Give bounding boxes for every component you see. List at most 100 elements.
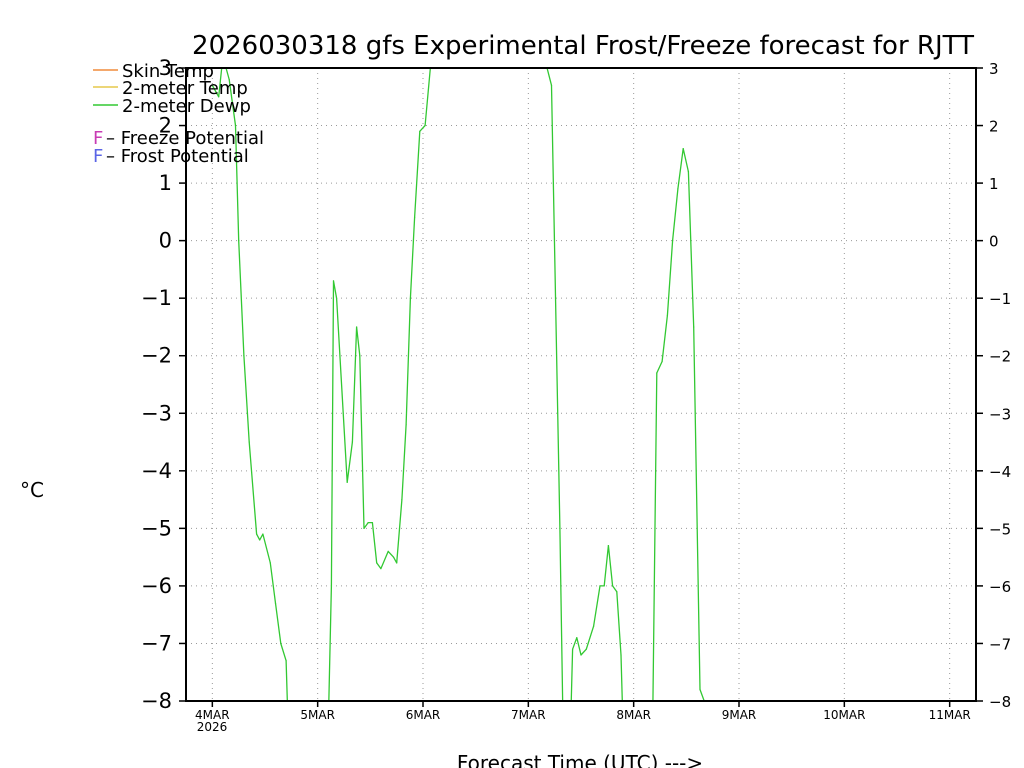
- dewpoint-point: [359, 355, 361, 357]
- y-tick-label-right: 3: [989, 60, 999, 78]
- x-axis-label: Forecast Time (UTC) --->: [457, 751, 703, 768]
- dewpoint-point: [666, 314, 669, 316]
- y-tick-label-right: −8: [989, 693, 1011, 711]
- dewpoint-point: [699, 688, 701, 691]
- dewpoint-point: [328, 729, 329, 730]
- dewpoint-point: [576, 637, 578, 639]
- dewpoint-point: [380, 568, 382, 570]
- y-tick-label-right: −6: [989, 578, 1011, 596]
- dewpoint-point: [218, 96, 220, 98]
- dewpoint-point: [424, 124, 426, 127]
- dewpoint-point: [656, 372, 658, 374]
- dewpoint-point: [351, 441, 353, 443]
- dewpoint-point: [280, 642, 282, 645]
- dewpoint-point: [607, 545, 610, 547]
- dewpoint-point: [269, 562, 271, 564]
- y-tick-label-right: −7: [989, 635, 1011, 653]
- legend-label: 2-meter Temp: [122, 78, 248, 99]
- dewpoint-point: [330, 585, 332, 587]
- dewpoint-point: [414, 217, 416, 219]
- potential-symbol: F: [93, 146, 103, 167]
- dewpoint-point: [687, 171, 690, 173]
- y-tick-label-right: −2: [989, 348, 1011, 366]
- y-tick-label-right: −4: [989, 463, 1011, 481]
- y-tick-label-right: 0: [989, 233, 999, 251]
- dewpoint-point: [376, 562, 378, 564]
- y-tick-label-left: −7: [141, 631, 172, 655]
- dewpoint-point: [285, 660, 287, 662]
- potential-symbol: F: [93, 128, 103, 149]
- x-tick-label: 10MAR: [823, 708, 865, 722]
- dewpoint-point: [396, 562, 398, 564]
- dewpoint-point: [405, 424, 407, 426]
- y-tick-label-left: 1: [159, 171, 172, 195]
- x-tick-label: 8MAR: [616, 708, 651, 722]
- legend-label: Skin Temp: [122, 61, 214, 82]
- x-tick-label: 6MAR: [406, 708, 441, 722]
- dewpoint-point: [572, 648, 574, 650]
- x-year-label: 2026: [197, 720, 228, 734]
- dewpoint-point: [234, 124, 237, 127]
- dewpoint-point: [336, 297, 338, 299]
- y-tick-label-right: 1: [989, 175, 999, 193]
- potential-label: – Frost Potential: [106, 146, 249, 167]
- dewpoint-point: [620, 654, 622, 656]
- x-tick-label: 11MAR: [929, 708, 971, 722]
- x-tick-label: 7MAR: [511, 708, 546, 722]
- dewpoint-point: [387, 550, 389, 553]
- dewpoint-point: [559, 527, 561, 530]
- dewpoint-point: [585, 648, 587, 650]
- dewpoint-point: [356, 326, 358, 328]
- dewpoint-point: [288, 729, 289, 730]
- dewpoint-point: [409, 297, 411, 299]
- dewpoint-point: [623, 729, 624, 730]
- dewpoint-point: [256, 533, 258, 535]
- y-tick-label-left: −8: [141, 689, 172, 713]
- dewpoint-point: [563, 729, 564, 730]
- y-tick-label-right: −3: [989, 405, 1011, 423]
- dewpoint-point: [599, 585, 601, 587]
- dewpoint-point: [419, 130, 421, 132]
- dewpoint-point: [243, 355, 245, 357]
- dewpoint-point: [593, 625, 595, 627]
- dewpoint-point: [612, 585, 614, 587]
- dewpoint-point: [580, 654, 582, 656]
- dewpoint-point: [401, 499, 403, 501]
- dewpoint-point: [672, 240, 674, 242]
- dewpoint-point: [616, 591, 618, 593]
- y-tick-label-left: −5: [141, 516, 172, 540]
- dewpoint-point: [661, 360, 663, 363]
- dewpoint-point: [682, 148, 684, 150]
- y-tick-label-left: 2: [159, 114, 172, 138]
- y-tick-label-right: −5: [989, 520, 1011, 538]
- dewpoint-point: [211, 84, 213, 86]
- y-tick-label-left: −2: [141, 344, 172, 368]
- dewpoint-point: [392, 556, 395, 558]
- dewpoint-point: [228, 78, 230, 81]
- x-tick-label: 9MAR: [722, 708, 757, 722]
- dewpoint-point: [603, 585, 605, 587]
- dewpoint-point: [652, 729, 653, 730]
- dewpoint-point: [693, 326, 695, 328]
- dewpoint-point: [274, 602, 277, 604]
- dewpoint-point: [363, 527, 365, 530]
- y-tick-label-left: 0: [159, 229, 172, 253]
- dewpoint-point: [346, 481, 348, 483]
- y-tick-label-left: −6: [141, 574, 172, 598]
- series-line-dewpoint: [211, 68, 705, 701]
- y-axis-label: °C: [20, 478, 44, 502]
- dewpoint-point: [259, 539, 261, 541]
- y-tick-label-left: −1: [141, 286, 172, 310]
- dewpoint-point: [332, 280, 335, 282]
- y-tick-label-left: −4: [141, 459, 172, 483]
- dewpoint-point: [677, 188, 679, 190]
- dewpoint-point: [248, 441, 250, 443]
- dewpoint-point: [262, 533, 264, 535]
- dewpoint-point: [367, 522, 369, 524]
- dewpoint-point: [371, 522, 373, 524]
- y-tick-label-left: 3: [159, 56, 172, 80]
- dewpoint-point: [550, 84, 553, 86]
- dewpoint-point: [238, 240, 240, 242]
- x-tick-label: 4MAR: [195, 708, 230, 722]
